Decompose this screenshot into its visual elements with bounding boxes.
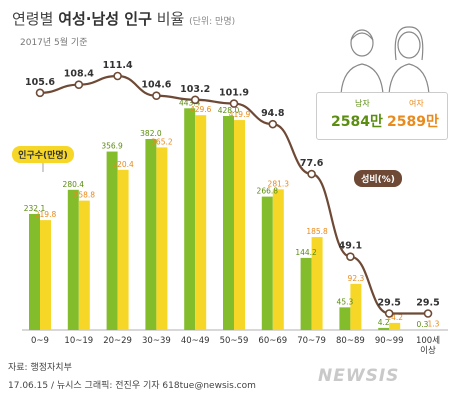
female-value-label: 219.8 — [35, 210, 57, 219]
sex-ratio-point — [152, 91, 161, 101]
male-total-label: 남자 — [355, 99, 370, 108]
category-label: 10~19 — [64, 336, 93, 346]
female-value-label: 281.3 — [268, 179, 290, 188]
female-value-label: 92.3 — [348, 274, 365, 283]
sex-ratio-label: 29.5 — [377, 298, 400, 309]
title-prefix: 연령별 — [12, 10, 54, 28]
female-value-label: 365.2 — [151, 137, 173, 146]
sex-ratio-label: 103.2 — [180, 84, 210, 95]
bar-axis-label: 인구수(만명) — [18, 149, 68, 161]
male-total-value: 2584만 — [331, 114, 383, 130]
sex-ratio-point — [268, 119, 278, 129]
female-bar — [156, 147, 168, 330]
male-bar — [29, 213, 40, 330]
female-value-label: 419.9 — [229, 110, 251, 119]
female-bar — [272, 189, 284, 330]
male-value-label: 356.9 — [101, 142, 123, 151]
chart-title: 연령별 여성·남성 인구 비율 (단위: 만명) — [12, 8, 235, 29]
sex-ratio-point — [229, 99, 239, 108]
credit-note: 17.06.15 / 뉴시스 그래픽: 전진우 기자 618tue@newsis… — [8, 381, 256, 391]
category-label: 30~39 — [142, 336, 171, 346]
sex-ratio-point — [384, 309, 394, 318]
female-total-value: 2589만 — [387, 114, 439, 130]
female-bar — [195, 115, 207, 330]
source-note: 자료: 행정자치부 — [8, 363, 72, 373]
male-bar — [145, 139, 157, 330]
line-axis-tag — [354, 170, 402, 187]
male-value-label: 266.8 — [257, 187, 279, 196]
line-axis-label: 성비(%) — [361, 173, 395, 185]
male-value-label: 4.2 — [378, 318, 390, 327]
sex-ratio-point — [113, 71, 122, 81]
category-label: 0~9 — [31, 336, 49, 346]
bar-axis-tag — [12, 146, 74, 163]
category-label: 20~29 — [103, 336, 132, 346]
male-bar — [67, 189, 79, 330]
sex-ratio-label: 104.6 — [141, 80, 171, 91]
sex-ratio-point — [190, 95, 200, 105]
sex-ratio-label: 77.6 — [300, 158, 324, 169]
sex-ratio-point — [423, 309, 433, 318]
female-value-label: 14.2 — [386, 313, 403, 322]
sex-ratio-point — [307, 169, 316, 179]
male-value-label: 428.0 — [218, 106, 240, 115]
female-bar — [234, 120, 245, 330]
newsis-logo: NEWSIS — [318, 366, 400, 386]
male-value-label: 382.0 — [140, 129, 162, 138]
female-bar — [311, 237, 323, 330]
female-bar — [78, 200, 90, 330]
male-bar — [378, 327, 390, 330]
sex-ratio-label: 29.5 — [416, 298, 439, 309]
female-bar — [428, 329, 439, 330]
male-bar — [261, 196, 273, 330]
male-bar — [339, 307, 351, 330]
female-value-label: 258.8 — [74, 191, 96, 200]
female-value-label: 320.4 — [112, 160, 134, 169]
gender-total-legend: 남자 2584만 여자 2589만 — [316, 92, 448, 140]
sex-ratio-point — [35, 88, 45, 98]
male-value-label: 443.4 — [179, 98, 201, 107]
male-bar — [184, 108, 196, 330]
female-bar — [40, 220, 51, 330]
male-value-label: 144.2 — [295, 248, 317, 257]
female-value-label: 1.3 — [428, 319, 440, 328]
category-label: 60~69 — [258, 336, 287, 346]
category-label: 80~89 — [336, 336, 365, 346]
male-bar — [106, 151, 118, 330]
male-bar — [223, 116, 234, 330]
category-label: 90~99 — [375, 336, 404, 346]
female-bar — [350, 283, 362, 330]
date-note: 2017년 5월 기준 — [20, 38, 88, 48]
male-value-label: 232.1 — [24, 204, 46, 213]
sex-ratio-label: 105.6 — [25, 77, 55, 88]
category-label: 70~79 — [297, 336, 326, 346]
male-value-label: 45.3 — [337, 297, 354, 306]
sex-ratio-label: 49.1 — [339, 241, 362, 252]
sex-ratio-label: 101.9 — [219, 88, 249, 99]
category-label: 40~49 — [181, 336, 210, 346]
female-value-label: 429.6 — [190, 105, 212, 114]
male-value-label: 280.4 — [63, 180, 85, 189]
sex-ratio-point — [74, 80, 84, 89]
title-bold: 여성·남성 인구 — [58, 10, 152, 28]
title-suffix: 비율 — [156, 10, 185, 28]
female-bar — [389, 322, 401, 330]
female-bar — [117, 169, 129, 330]
male-bar — [300, 257, 312, 330]
female-value-label: 185.8 — [306, 227, 328, 236]
category-label: 100세 — [416, 336, 440, 346]
sex-ratio-line — [39, 74, 428, 315]
sex-ratio-point — [346, 252, 355, 261]
category-label: 이상 — [420, 345, 436, 356]
male-value-label: 0.3 — [417, 320, 429, 329]
title-unit: (단위: 만명) — [189, 17, 236, 27]
sex-ratio-label: 111.4 — [103, 60, 133, 71]
female-total-label: 여자 — [409, 99, 424, 108]
sex-ratio-label: 94.8 — [261, 108, 285, 119]
category-label: 50~59 — [220, 336, 249, 346]
sex-ratio-label: 108.4 — [64, 69, 94, 80]
